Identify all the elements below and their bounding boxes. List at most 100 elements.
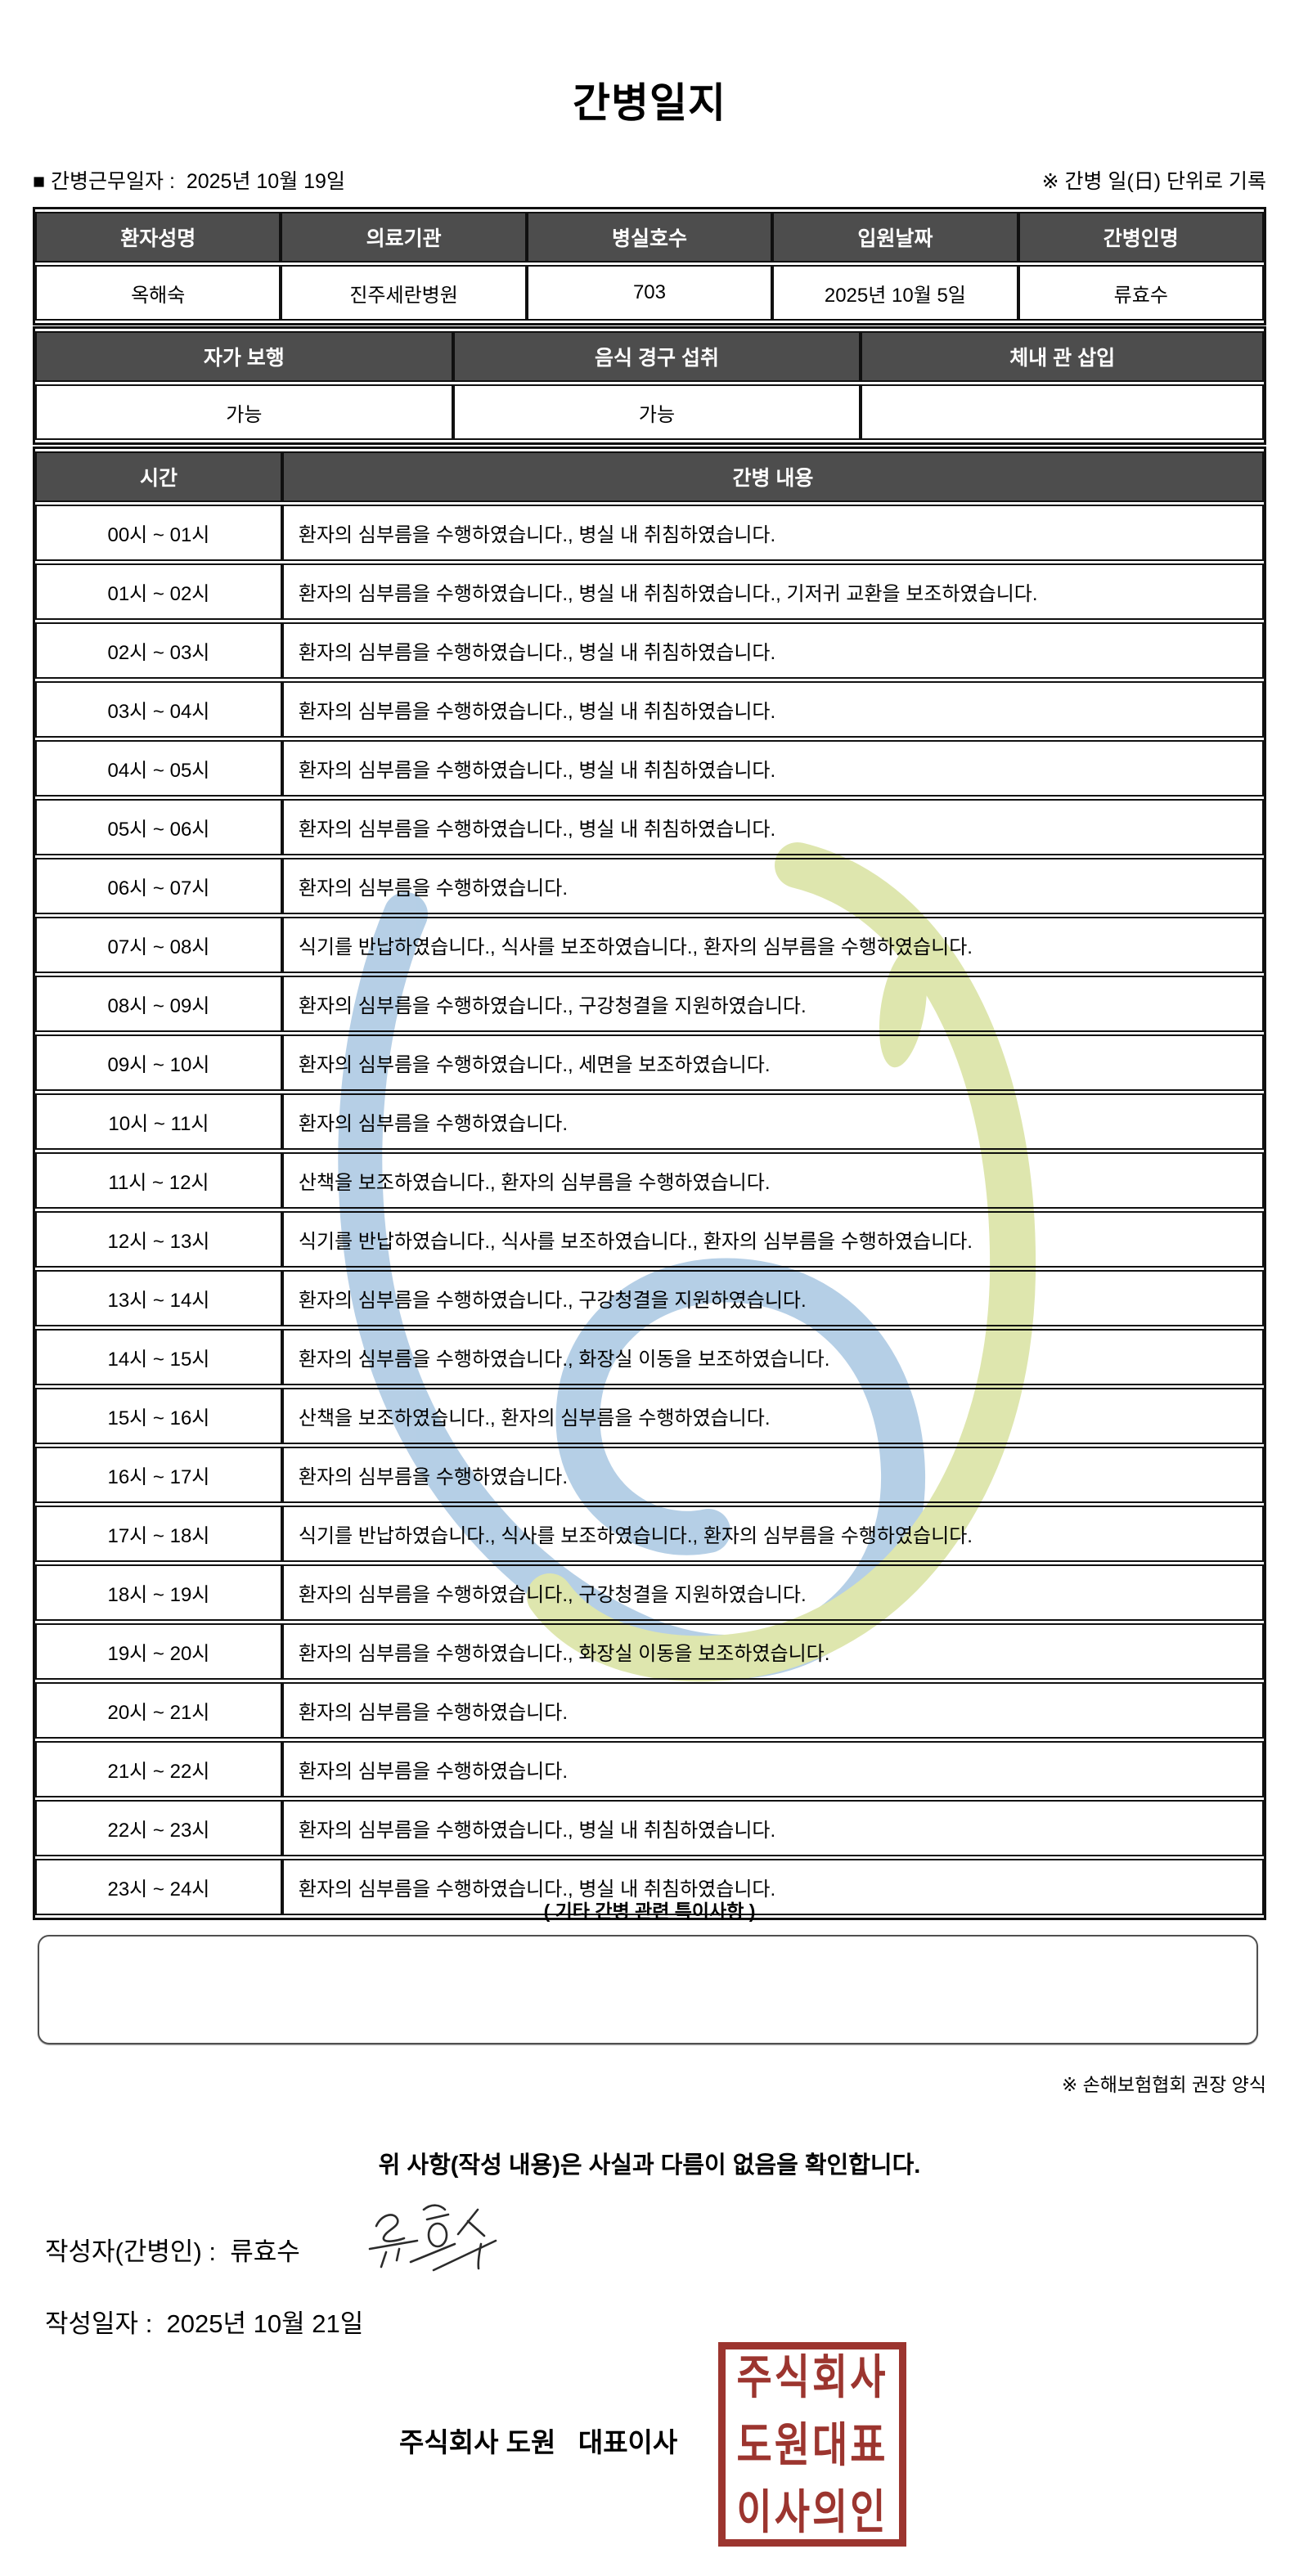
time-range-cell: 14시 ~ 15시 [35, 1329, 282, 1385]
care-content-cell: 환자의 심부름을 수행하였습니다. [281, 1741, 1264, 1797]
time-range-cell: 06시 ~ 07시 [35, 858, 282, 914]
time-range-cell: 07시 ~ 08시 [35, 917, 282, 973]
care-log-row: 15시 ~ 16시 산책을 보조하였습니다., 환자의 심부름을 수행하였습니다. [35, 1388, 1264, 1444]
care-log-row: 06시 ~ 07시 환자의 심부름을 수행하였습니다. [35, 858, 1264, 914]
record-unit-note: ※ 간병 일(日) 단위로 기록 [1041, 170, 1266, 193]
care-content-cell: 산책을 보조하였습니다., 환자의 심부름을 수행하였습니다. [281, 1388, 1264, 1444]
care-content-cell: 환자의 심부름을 수행하였습니다., 병실 내 취침하였습니다. [281, 1859, 1264, 1915]
caregiver-name-value: 류효수 [1018, 265, 1264, 321]
care-log-row: 02시 ~ 03시 환자의 심부름을 수행하였습니다., 병실 내 취침하였습니다… [35, 622, 1264, 679]
time-range-cell: 03시 ~ 04시 [35, 681, 282, 738]
care-log-row: 20시 ~ 21시 환자의 심부름을 수행하였습니다. [35, 1682, 1264, 1739]
time-range-cell: 13시 ~ 14시 [35, 1270, 282, 1326]
caregiver-signature [368, 2204, 497, 2272]
care-log-row: 01시 ~ 02시 환자의 심부름을 수행하였습니다., 병실 내 취침하였습니다… [35, 563, 1264, 620]
care-content-cell: 식기를 반납하였습니다., 식사를 보조하였습니다., 환자의 심부름을 수행하… [281, 1506, 1264, 1562]
care-content-cell: 환자의 심부름을 수행하였습니다., 구강청결을 지원하였습니다. [281, 1564, 1264, 1621]
time-range-cell: 20시 ~ 21시 [35, 1682, 282, 1739]
notes-box[interactable] [38, 1935, 1258, 2044]
care-log-row: 05시 ~ 06시 환자의 심부름을 수행하였습니다., 병실 내 취침하였습니다… [35, 799, 1264, 855]
form-standard-note: ※ 손해보험협회 권장 양식 [1061, 2074, 1266, 2095]
room-number-header: 병실호수 [526, 212, 773, 263]
time-range-cell: 09시 ~ 10시 [35, 1034, 282, 1091]
care-content-cell: 환자의 심부름을 수행하였습니다. [281, 858, 1264, 914]
time-range-cell: 21시 ~ 22시 [35, 1741, 282, 1797]
confirmation-statement: 위 사항(작성 내용)은 사실과 다름이 없음을 확인합니다. [378, 2152, 921, 2179]
status-header-row: 자가 보행 음식 경구 섭취 체내 관 삽입 [35, 331, 1264, 382]
care-log-row: 13시 ~ 14시 환자의 심부름을 수행하였습니다., 구강청결을 지원하였습니… [35, 1270, 1264, 1326]
corporate-seal-stamp: 주식회사 도원대표 이사의인 [718, 2342, 906, 2547]
care-content-cell: 식기를 반납하였습니다., 식사를 보조하였습니다., 환자의 심부름을 수행하… [281, 1211, 1264, 1268]
care-log-row: 10시 ~ 11시 환자의 심부름을 수행하였습니다. [35, 1093, 1264, 1150]
care-content-cell: 환자의 심부름을 수행하였습니다., 구강청결을 지원하였습니다. [281, 1270, 1264, 1326]
oral-intake-value: 가능 [452, 384, 861, 440]
care-content-cell: 환자의 심부름을 수행하였습니다., 구강청결을 지원하였습니다. [281, 976, 1264, 1032]
care-log-row: 19시 ~ 20시 환자의 심부름을 수행하였습니다., 화장실 이동을 보조하였… [35, 1623, 1264, 1680]
time-range-cell: 02시 ~ 03시 [35, 622, 282, 679]
care-content-cell: 환자의 심부름을 수행하였습니다., 병실 내 취침하였습니다. [281, 505, 1264, 561]
care-log-row: 21시 ~ 22시 환자의 심부름을 수행하였습니다. [35, 1741, 1264, 1797]
care-log-header-row: 시간 간병 내용 [35, 451, 1264, 502]
tube-insertion-header: 체내 관 삽입 [861, 331, 1264, 382]
care-content-cell: 산책을 보조하였습니다., 환자의 심부름을 수행하였습니다. [281, 1152, 1264, 1209]
care-content-cell: 환자의 심부름을 수행하였습니다., 병실 내 취침하였습니다. [281, 799, 1264, 855]
care-content-cell: 환자의 심부름을 수행하였습니다., 병실 내 취침하였습니다. [281, 622, 1264, 679]
admission-date-value: 2025년 10월 5일 [772, 265, 1018, 321]
care-log-row: 12시 ~ 13시 식기를 반납하였습니다., 식사를 보조하였습니다., 환자의… [35, 1211, 1264, 1268]
time-range-cell: 08시 ~ 09시 [35, 976, 282, 1032]
self-walking-header: 자가 보행 [35, 331, 453, 382]
time-range-cell: 23시 ~ 24시 [35, 1859, 282, 1915]
time-range-cell: 10시 ~ 11시 [35, 1093, 282, 1150]
patient-info-value-row: 옥해숙 진주세란병원 703 2025년 10월 5일 류효수 [35, 265, 1264, 321]
care-log-row: 14시 ~ 15시 환자의 심부름을 수행하였습니다., 화장실 이동을 보조하였… [35, 1329, 1264, 1385]
time-range-cell: 05시 ~ 06시 [35, 799, 282, 855]
time-range-cell: 11시 ~ 12시 [35, 1152, 282, 1209]
care-content-cell: 환자의 심부름을 수행하였습니다. [281, 1447, 1264, 1503]
care-content-cell: 환자의 심부름을 수행하였습니다., 병실 내 취침하였습니다., 기저귀 교환… [281, 563, 1264, 620]
care-log-row: 11시 ~ 12시 산책을 보조하였습니다., 환자의 심부름을 수행하였습니다. [35, 1152, 1264, 1209]
care-log-row: 08시 ~ 09시 환자의 심부름을 수행하였습니다., 구강청결을 지원하였습니… [35, 976, 1264, 1032]
care-log-row: 09시 ~ 10시 환자의 심부름을 수행하였습니다., 세면을 보조하였습니다. [35, 1034, 1264, 1091]
care-log-row: 03시 ~ 04시 환자의 심부름을 수행하였습니다., 병실 내 취침하였습니다… [35, 681, 1264, 738]
time-range-cell: 16시 ~ 17시 [35, 1447, 282, 1503]
care-content-cell: 환자의 심부름을 수행하였습니다., 화장실 이동을 보조하였습니다. [281, 1623, 1264, 1680]
time-range-cell: 15시 ~ 16시 [35, 1388, 282, 1444]
care-log-row: 18시 ~ 19시 환자의 심부름을 수행하였습니다., 구강청결을 지원하였습니… [35, 1564, 1264, 1621]
tube-insertion-value [861, 384, 1264, 440]
care-content-cell: 환자의 심부름을 수행하였습니다., 병실 내 취침하였습니다. [281, 681, 1264, 738]
seal-line: 도원대표 [736, 2417, 888, 2471]
care-content-cell: 환자의 심부름을 수행하였습니다., 병실 내 취침하였습니다. [281, 740, 1264, 797]
time-range-cell: 04시 ~ 05시 [35, 740, 282, 797]
care-content-cell: 환자의 심부름을 수행하였습니다. [281, 1682, 1264, 1739]
care-content-cell: 환자의 심부름을 수행하였습니다. [281, 1093, 1264, 1150]
page-title: 간병일지 [573, 80, 726, 126]
care-log-row: 16시 ~ 17시 환자의 심부름을 수행하였습니다. [35, 1447, 1264, 1503]
seal-line: 주식회사 [736, 2350, 888, 2403]
medical-institution-header: 의료기관 [281, 212, 527, 263]
patient-info-table: 환자성명 의료기관 병실호수 입원날짜 간병인명 옥해숙 진주세란병원 703 … [33, 207, 1266, 325]
company-line: 주식회사 도원 대표이사 [399, 2427, 678, 2457]
care-content-cell: 환자의 심부름을 수행하였습니다., 세면을 보조하였습니다. [281, 1034, 1264, 1091]
patient-status-table: 자가 보행 음식 경구 섭취 체내 관 삽입 가능 가능 [33, 326, 1266, 445]
care-log-row: 07시 ~ 08시 식기를 반납하였습니다., 식사를 보조하였습니다., 환자의… [35, 917, 1264, 973]
writer-line: 작성자(간병인) : 류효수 [45, 2237, 300, 2266]
care-log-row: 17시 ~ 18시 식기를 반납하였습니다., 식사를 보조하였습니다., 환자의… [35, 1506, 1264, 1562]
care-log-row: 04시 ~ 05시 환자의 심부름을 수행하였습니다., 병실 내 취침하였습니다… [35, 740, 1264, 797]
time-column-header: 시간 [35, 451, 282, 502]
medical-institution-value: 진주세란병원 [281, 265, 527, 321]
care-log-body: 00시 ~ 01시 환자의 심부름을 수행하였습니다., 병실 내 취침하였습니다… [35, 505, 1264, 1915]
duty-date-line: ■ 간병근무일자 : 2025년 10월 19일 [33, 170, 345, 193]
seal-line: 이사의인 [736, 2485, 888, 2538]
time-range-cell: 17시 ~ 18시 [35, 1506, 282, 1562]
time-range-cell: 22시 ~ 23시 [35, 1800, 282, 1856]
care-content-column-header: 간병 내용 [281, 451, 1264, 502]
admission-date-header: 입원날짜 [772, 212, 1018, 263]
care-log-row: 22시 ~ 23시 환자의 심부름을 수행하였습니다., 병실 내 취침하였습니다… [35, 1800, 1264, 1856]
care-log-row: 23시 ~ 24시 환자의 심부름을 수행하였습니다., 병실 내 취침하였습니다… [35, 1859, 1264, 1915]
notes-heading: ( 기타 간병 관련 특이사항 ) [543, 1901, 756, 1922]
caregiver-name-header: 간병인명 [1018, 212, 1264, 263]
time-range-cell: 00시 ~ 01시 [35, 505, 282, 561]
self-walking-value: 가능 [35, 384, 453, 440]
care-log-row: 00시 ~ 01시 환자의 심부름을 수행하였습니다., 병실 내 취침하였습니다… [35, 505, 1264, 561]
time-range-cell: 19시 ~ 20시 [35, 1623, 282, 1680]
